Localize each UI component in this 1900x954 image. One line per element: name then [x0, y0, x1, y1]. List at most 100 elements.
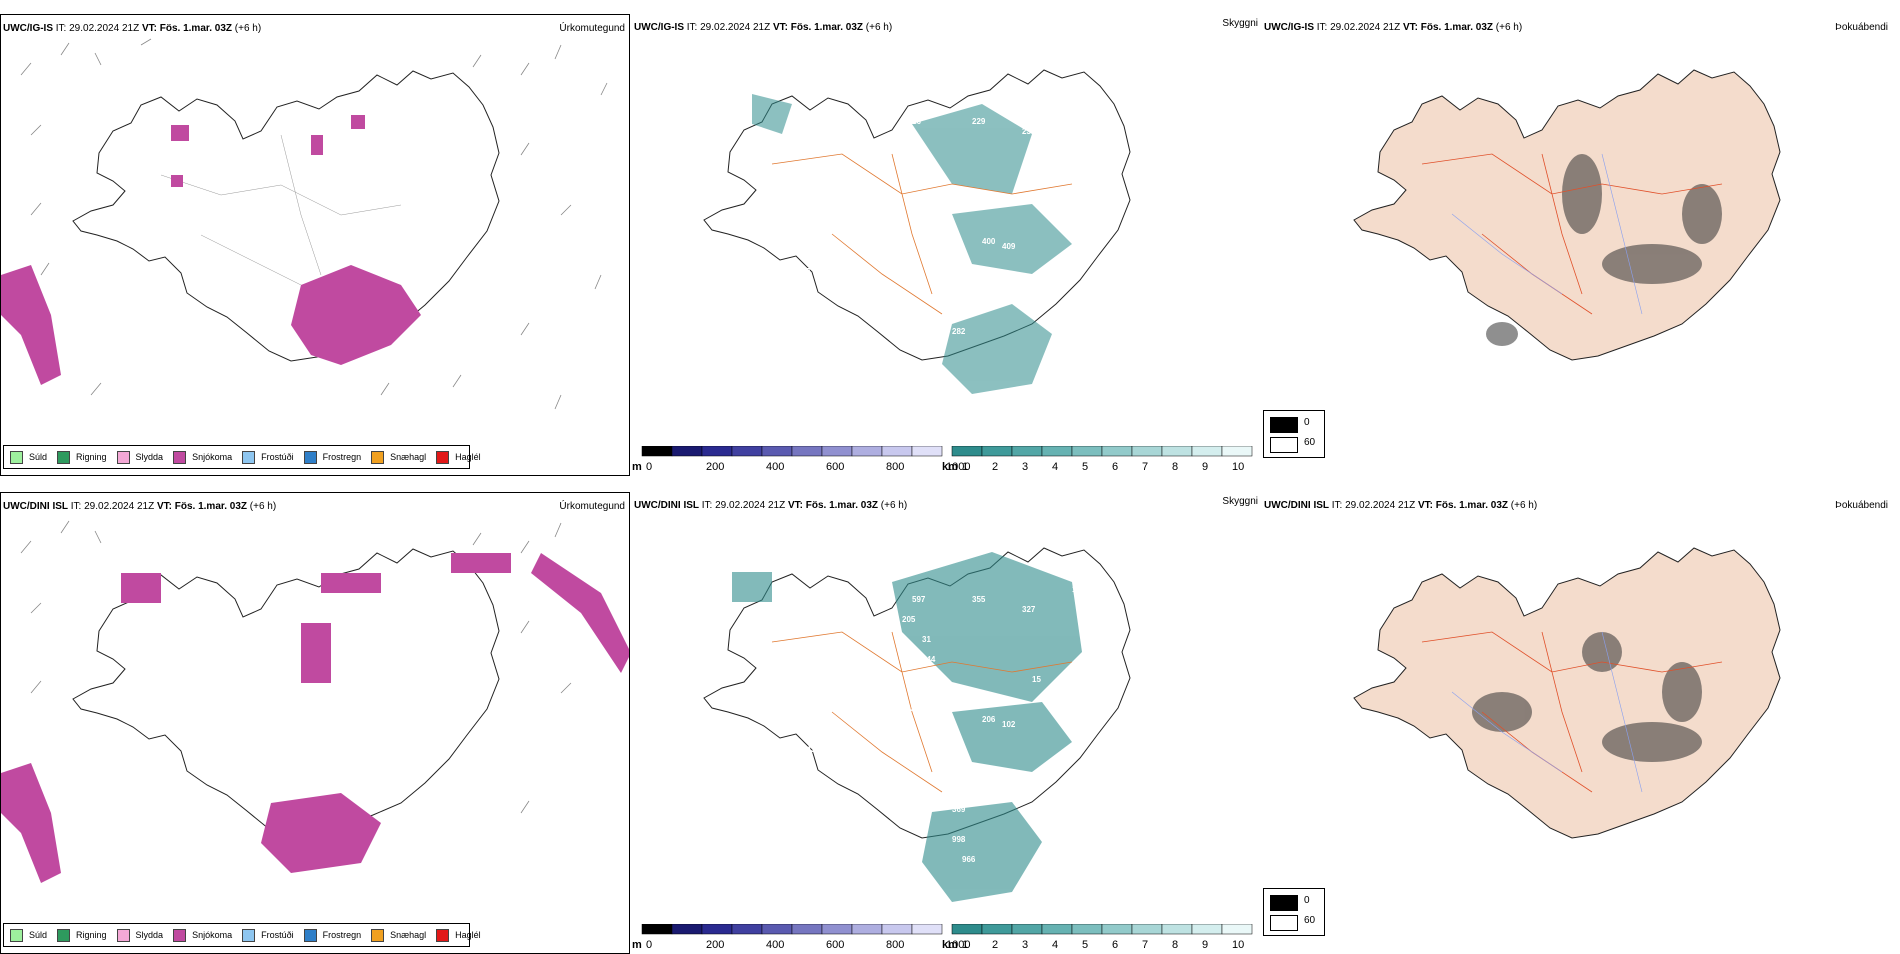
- colorbar-tick: 600: [826, 939, 844, 951]
- legend-swatch: [116, 928, 130, 942]
- colorbar-unit: km: [942, 461, 958, 473]
- colorbar-cell: [1011, 924, 1043, 935]
- colorbar-cell: [851, 446, 883, 457]
- panel-header: UWC/DINI ISL IT: 29.02.2024 21Z VT: Fös.…: [3, 501, 277, 512]
- legend-item: Snæhagl: [371, 928, 426, 942]
- colorbar-tick: 8: [1172, 939, 1178, 951]
- colorbar-cell: [791, 924, 823, 935]
- colorbar-tick: 4: [1052, 461, 1058, 473]
- legend-label: Rigning: [76, 930, 107, 940]
- colorbar-tick: 10: [1232, 461, 1244, 473]
- legend-item: Frostúði: [242, 450, 294, 464]
- fog-legend-swatch-60: [1270, 915, 1298, 931]
- colorbar-cell: [1161, 924, 1193, 935]
- visibility-map: 597 205 31 344 355 327 178 124 206 102 748 145 143 36…: [703, 547, 1131, 902]
- colorbar-unit: m: [632, 461, 642, 473]
- panel-header: UWC/IG-IS IT: 29.02.2024 21Z VT: Fös. 1.…: [1264, 22, 1523, 33]
- colorbar-cell: [851, 924, 883, 935]
- fog-legend: 0 60: [1263, 888, 1325, 936]
- colorbar-cell: [1101, 446, 1133, 457]
- colorbar-cell: [731, 924, 763, 935]
- legend-item: Rigning: [57, 928, 107, 942]
- colorbar-tick: 3: [1022, 939, 1028, 951]
- legend-label: Rigning: [76, 452, 107, 462]
- legend-swatch: [371, 450, 385, 464]
- legend-item: Haglél: [436, 928, 481, 942]
- visibility-value-label: 124: [902, 705, 916, 714]
- colorbar-unit: km: [942, 939, 958, 951]
- legend-label: Frostregn: [322, 452, 362, 462]
- legend-label: Snjókoma: [192, 452, 233, 462]
- legend-swatch: [173, 450, 187, 464]
- legend-label: Súld: [29, 930, 48, 940]
- visibility-value-label: 29: [1072, 107, 1081, 116]
- panel-title: Þokuábendi: [1835, 500, 1888, 511]
- visibility-value-label: 145: [1092, 695, 1106, 704]
- colorbar-cell: [1011, 446, 1043, 457]
- colorbar-tick: 2: [992, 939, 998, 951]
- legend-item: Súld: [10, 928, 48, 942]
- colorbar-cell: [1101, 924, 1133, 935]
- colorbar-tick: 800: [886, 461, 904, 473]
- colorbar-cell: [911, 924, 943, 935]
- colorbar-cell: [1161, 446, 1193, 457]
- fog-panel-dini: UWC/DINI ISL IT: 29.02.2024 21Z VT: Fös.…: [1262, 492, 1892, 954]
- visibility-value-label: 998: [952, 835, 966, 844]
- colorbar-cell: [951, 924, 983, 935]
- colorbar-cell: [761, 446, 793, 457]
- colorbar-cell: [1131, 446, 1163, 457]
- visibility-value-label: 178: [1072, 585, 1086, 594]
- legend-swatch: [303, 450, 317, 464]
- visibility-value-label: 10: [902, 137, 911, 146]
- fog-panel-ig: UWC/IG-IS IT: 29.02.2024 21Z VT: Fös. 1.…: [1262, 14, 1892, 476]
- colorbar-tick: 1: [962, 461, 968, 473]
- precip-type-legend: Súld Rigning Slydda Snjókoma Frostúði Frostre…: [3, 445, 481, 469]
- panel-title: Skyggni: [1222, 496, 1258, 507]
- legend-item: Frostregn: [303, 450, 362, 464]
- colorbar-cell: [951, 446, 983, 457]
- colorbar-cell: [701, 446, 733, 457]
- fog-map: [1353, 547, 1781, 839]
- visibility-value-label: 206: [982, 715, 996, 724]
- legend-item: Slydda: [116, 450, 163, 464]
- fog-legend-swatch-0: [1270, 417, 1298, 433]
- visibility-value-label: 162: [1092, 217, 1106, 226]
- fog-map: [1353, 69, 1781, 361]
- legend-swatch: [10, 450, 23, 464]
- visibility-value-label: 597: [912, 595, 926, 604]
- colorbar-cell: [641, 446, 673, 457]
- legend-swatch: [242, 928, 256, 942]
- colorbar-tick: 3: [1022, 461, 1028, 473]
- colorbar-tick: 0: [646, 461, 652, 473]
- visibility-value-label: 344: [922, 655, 936, 664]
- colorbar-cell: [1131, 924, 1163, 935]
- fog-legend-swatch-60: [1270, 437, 1298, 453]
- colorbar-cell: [881, 924, 913, 935]
- visibility-value-label: 11: [902, 227, 911, 236]
- panel-title: Úrkomutegund: [559, 23, 625, 34]
- legend-item: Frostregn: [303, 928, 361, 942]
- colorbar-cell: [981, 924, 1013, 935]
- colorbar-cell: [1041, 446, 1073, 457]
- colorbar-cell: [761, 924, 793, 935]
- precip-type-panel-ig: UWC/IG-IS IT: 29.02.2024 21Z VT: Fös. 1.…: [0, 14, 630, 476]
- colorbar-cell: [731, 446, 763, 457]
- panel-header: UWC/IG-IS IT: 29.02.2024 21Z VT: Fös. 1.…: [3, 23, 262, 34]
- legend-label: Snæhagl: [390, 452, 427, 462]
- colorbar-cell: [821, 446, 853, 457]
- colorbar-tick: 1000: [946, 939, 970, 951]
- visibility-value-label: 205: [902, 615, 916, 624]
- precip-map: [1, 520, 629, 883]
- colorbar-cell: [1221, 446, 1253, 457]
- precip-type-legend: Súld Rigning Slydda Snjókoma Frostúði Frostre…: [3, 923, 481, 947]
- colorbar-cell: [641, 924, 673, 935]
- legend-swatch: [242, 450, 256, 464]
- fog-legend-swatch-0: [1270, 895, 1298, 911]
- colorbar-tick: 7: [1142, 461, 1148, 473]
- colorbar-tick: 600: [826, 461, 844, 473]
- legend-label: Súld: [29, 452, 48, 462]
- colorbar-cell: [671, 924, 703, 935]
- visibility-value-label: 17: [802, 267, 811, 276]
- colorbar-tick: 400: [766, 939, 784, 951]
- legend-label: Haglél: [455, 452, 481, 462]
